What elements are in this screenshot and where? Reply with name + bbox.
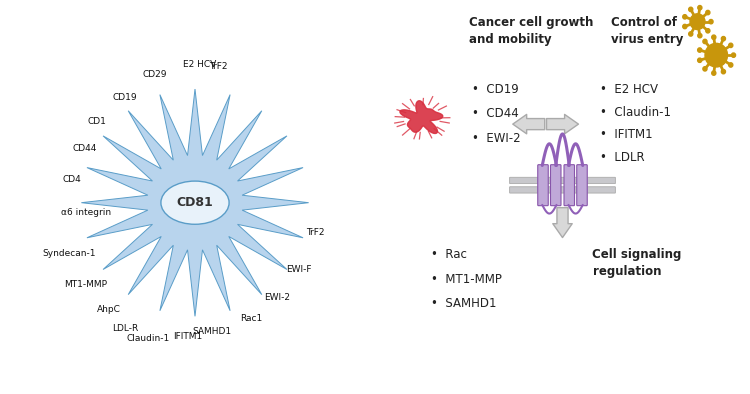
Text: CD1: CD1: [88, 117, 106, 126]
Text: •  MT1-MMP: • MT1-MMP: [431, 273, 502, 286]
Circle shape: [698, 6, 702, 10]
Circle shape: [690, 14, 705, 30]
Text: CD44: CD44: [73, 144, 97, 152]
Text: •  CD44: • CD44: [472, 107, 519, 120]
Text: •  CD19: • CD19: [472, 83, 519, 96]
Text: •  IFITM1: • IFITM1: [600, 128, 652, 141]
Text: •  Rac: • Rac: [431, 248, 467, 261]
Circle shape: [703, 39, 707, 44]
Circle shape: [712, 35, 716, 39]
Circle shape: [698, 58, 702, 62]
FancyBboxPatch shape: [550, 165, 561, 206]
Circle shape: [729, 43, 733, 48]
Circle shape: [682, 15, 687, 19]
Circle shape: [705, 43, 728, 67]
Text: Rac1: Rac1: [240, 314, 262, 323]
Ellipse shape: [161, 181, 229, 224]
FancyBboxPatch shape: [564, 165, 574, 206]
Polygon shape: [81, 89, 309, 316]
Circle shape: [688, 32, 693, 36]
Text: EWI-F: EWI-F: [286, 265, 311, 274]
Circle shape: [729, 63, 733, 67]
Text: TrF2: TrF2: [209, 61, 227, 71]
Text: Cell signaling
regulation: Cell signaling regulation: [592, 248, 682, 278]
Text: •  SAMHD1: • SAMHD1: [431, 297, 496, 310]
Text: TrF2: TrF2: [306, 229, 325, 238]
FancyBboxPatch shape: [510, 187, 615, 193]
Circle shape: [722, 37, 725, 41]
Text: CD4: CD4: [63, 175, 82, 184]
Text: CD81: CD81: [177, 196, 213, 209]
Circle shape: [682, 24, 687, 29]
Circle shape: [703, 67, 707, 71]
Text: Syndecan-1: Syndecan-1: [42, 249, 96, 258]
Circle shape: [722, 69, 725, 74]
Circle shape: [709, 19, 713, 24]
Text: MT1-MMP: MT1-MMP: [64, 280, 106, 288]
Circle shape: [706, 10, 710, 15]
Circle shape: [731, 53, 736, 58]
Text: AhpC: AhpC: [97, 305, 121, 314]
Text: α6 integrin: α6 integrin: [62, 208, 111, 217]
FancyBboxPatch shape: [538, 165, 548, 206]
Text: Claudin-1: Claudin-1: [126, 335, 170, 343]
Text: •  Claudin-1: • Claudin-1: [600, 106, 671, 119]
Text: IFITM1: IFITM1: [172, 332, 202, 341]
Circle shape: [706, 29, 710, 33]
Text: •  LDLR: • LDLR: [600, 151, 644, 164]
Text: EWI-2: EWI-2: [264, 293, 290, 302]
Text: Control of
virus entry: Control of virus entry: [611, 16, 684, 46]
Text: CD29: CD29: [142, 70, 167, 79]
Text: SAMHD1: SAMHD1: [193, 327, 232, 336]
Polygon shape: [400, 101, 442, 134]
Text: LDL-R: LDL-R: [112, 324, 138, 333]
Circle shape: [698, 33, 702, 38]
Circle shape: [712, 71, 716, 75]
Text: Cancer cell growth
and mobility: Cancer cell growth and mobility: [469, 16, 593, 46]
Text: •  EWI-2: • EWI-2: [472, 132, 521, 145]
Text: CD19: CD19: [112, 93, 137, 102]
Circle shape: [698, 48, 702, 52]
FancyBboxPatch shape: [577, 165, 587, 206]
Text: •  E2 HCV: • E2 HCV: [600, 83, 658, 96]
FancyBboxPatch shape: [510, 177, 615, 184]
Circle shape: [688, 7, 693, 11]
Text: E2 HCV: E2 HCV: [183, 60, 217, 69]
